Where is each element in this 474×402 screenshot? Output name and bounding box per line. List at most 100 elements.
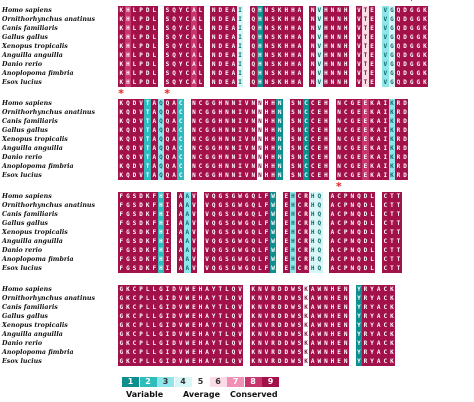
residue-cell: T xyxy=(388,210,396,219)
residue-cell: A xyxy=(329,228,336,237)
residue-cell: L xyxy=(144,330,151,339)
residue-cell: E xyxy=(355,171,363,180)
residue-cell: V xyxy=(382,15,389,24)
residue-cell: V xyxy=(236,312,244,321)
residue-cell: C xyxy=(302,126,310,135)
residue-cell: N xyxy=(329,15,336,24)
residue-cell: G xyxy=(388,51,396,60)
residue-cell: D xyxy=(283,348,290,357)
residue-cell: A xyxy=(177,228,184,237)
residue-cell: C xyxy=(382,330,389,339)
residue-cell: C xyxy=(197,144,204,153)
residue-cell: Q xyxy=(395,78,402,87)
residue-cell: A xyxy=(170,99,178,108)
residue-cell: H xyxy=(283,69,290,78)
residue-cell: D xyxy=(137,237,145,246)
residue-cell: D xyxy=(144,60,151,69)
residue-cell: F xyxy=(151,237,158,246)
residue-cell: Q xyxy=(170,15,178,24)
residue-cell: I xyxy=(164,255,171,264)
residue-cell: G xyxy=(210,162,217,171)
residue-cell: H xyxy=(322,153,330,162)
residue-cell: S xyxy=(296,321,303,330)
residue-cell: R xyxy=(395,144,402,153)
residue-cell: V xyxy=(177,285,184,294)
residue-cell: H xyxy=(289,237,297,246)
residue-cell: N xyxy=(210,51,217,60)
residue-cell: W xyxy=(269,201,277,210)
residue-cell: N xyxy=(190,117,198,126)
residue-cell: D xyxy=(131,135,138,144)
residue-cell: K xyxy=(144,201,151,210)
residue-cell: Q xyxy=(124,135,132,144)
residue-cell: H xyxy=(124,78,132,87)
residue-cell: V xyxy=(243,162,250,171)
residue-cell: N xyxy=(329,69,336,78)
residue-cell: N xyxy=(190,108,198,117)
residue-cell: C xyxy=(309,135,316,144)
residue-cell: D xyxy=(401,153,409,162)
residue-cell: W xyxy=(289,348,297,357)
residue-cell: K xyxy=(250,357,257,366)
residue-cell: F xyxy=(151,201,158,210)
species-label: Gallus gallus xyxy=(2,313,48,320)
residue-cell: G xyxy=(203,144,211,153)
residue-cell: V xyxy=(203,246,211,255)
residue-cell: D xyxy=(276,348,283,357)
residue-cell: S xyxy=(269,6,277,15)
residue-cell: C xyxy=(335,210,343,219)
residue-cell: L xyxy=(144,321,151,330)
residue-cell: F xyxy=(263,192,270,201)
residue-cell: Q xyxy=(124,144,132,153)
residue-cell: A xyxy=(309,303,316,312)
residue-cell: V xyxy=(243,117,250,126)
residue-cell: N xyxy=(250,171,257,180)
residue-cell: H xyxy=(157,237,165,246)
residue-cell: N xyxy=(223,108,231,117)
residue-cell: C xyxy=(309,117,316,126)
residue-cell: G xyxy=(243,264,250,273)
residue-cell: Q xyxy=(210,246,217,255)
residue-cell: G xyxy=(230,264,237,273)
residue-cell: Q xyxy=(230,348,237,357)
residue-cell: D xyxy=(144,69,151,78)
residue-cell: C xyxy=(131,357,138,366)
residue-cell: Q xyxy=(250,246,257,255)
residue-cell: S xyxy=(164,51,171,60)
residue-cell: E xyxy=(283,246,290,255)
residue-cell: L xyxy=(256,210,264,219)
residue-cell: S xyxy=(164,6,171,15)
residue-cell: I xyxy=(236,126,244,135)
residue-cell: A xyxy=(230,42,237,51)
residue-cell: K xyxy=(118,171,125,180)
residue-cell: T xyxy=(217,294,224,303)
residue-cell: W xyxy=(316,303,323,312)
residue-cell: N xyxy=(230,108,237,117)
residue-cell: G xyxy=(388,15,396,24)
residue-cell: G xyxy=(118,348,125,357)
residue-cell: V xyxy=(316,51,323,60)
residue-cell: H xyxy=(342,15,349,24)
residue-cell: C xyxy=(131,330,138,339)
residue-cell: Q xyxy=(210,201,217,210)
residue-cell: H xyxy=(124,60,132,69)
residue-cell: K xyxy=(388,285,396,294)
residue-cell: Y xyxy=(355,303,363,312)
residue-cell: L xyxy=(151,15,158,24)
residue-cell: A xyxy=(375,303,382,312)
residue-cell: A xyxy=(170,135,178,144)
residue-cell: E xyxy=(355,153,363,162)
residue-cell: N xyxy=(342,294,349,303)
residue-cell: N xyxy=(256,321,264,330)
residue-cell: S xyxy=(289,144,297,153)
residue-cell: G xyxy=(349,162,356,171)
residue-cell: N xyxy=(263,15,270,24)
species-label: Homo sapiens xyxy=(2,193,52,200)
residue-cell: K xyxy=(118,126,125,135)
residue-cell: A xyxy=(151,135,158,144)
residue-cell: N xyxy=(276,135,283,144)
residue-cell: Q xyxy=(164,162,171,171)
legend-average-label: Average xyxy=(183,390,221,399)
residue-cell: A xyxy=(184,201,191,210)
residue-cell: Q xyxy=(164,144,171,153)
